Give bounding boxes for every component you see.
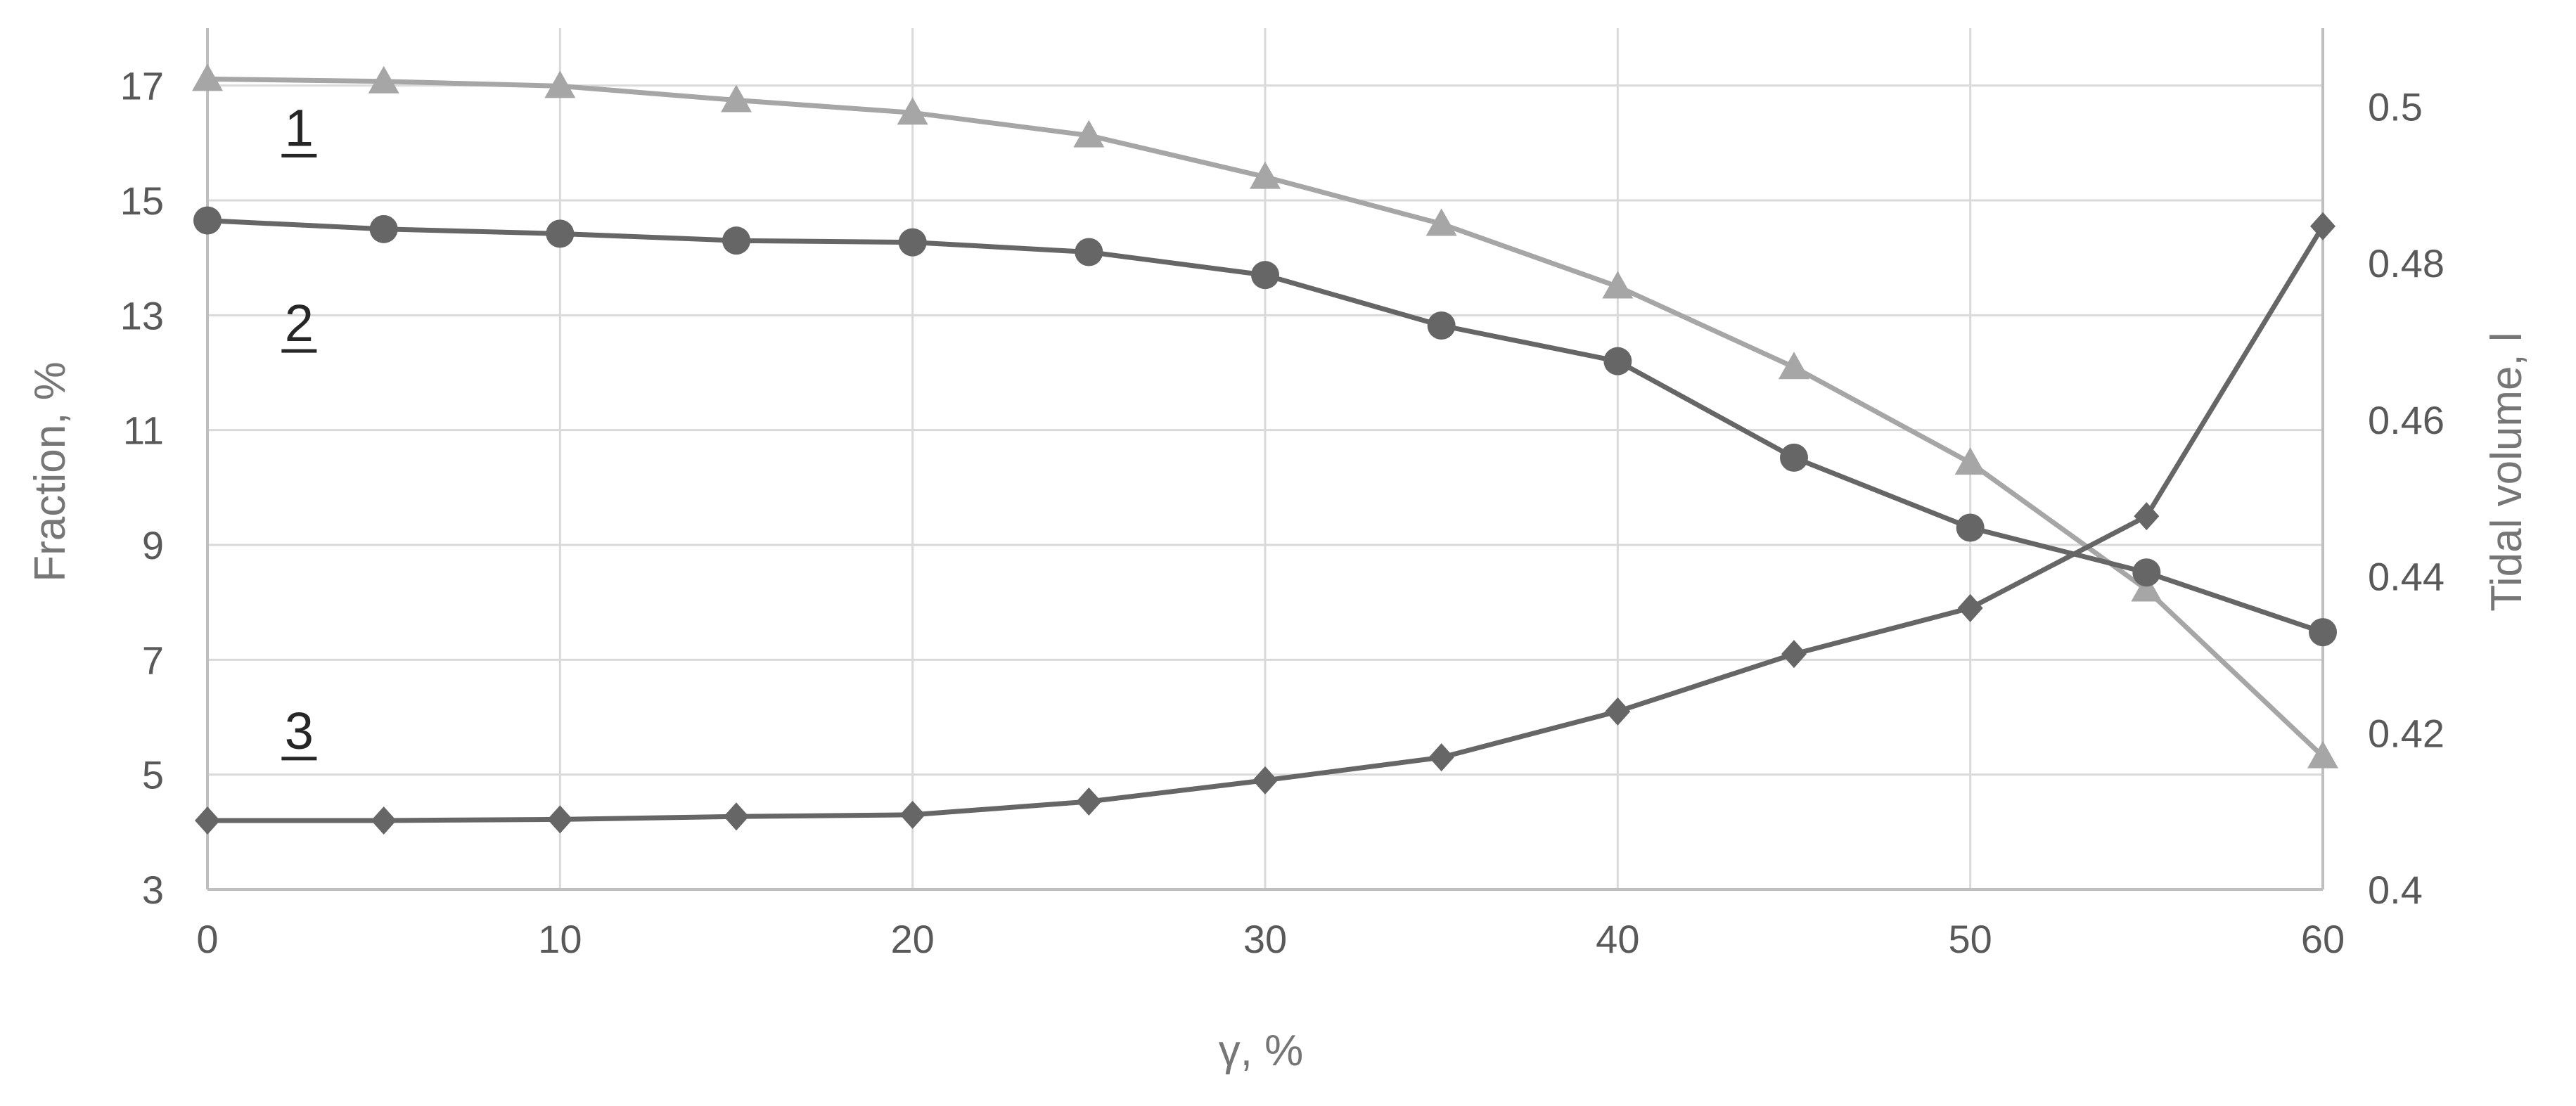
curve-label-1: 1 <box>285 98 314 157</box>
x-tick-label: 20 <box>891 917 935 961</box>
series-point <box>546 219 575 248</box>
series-point <box>1075 238 1103 266</box>
left-tick-label: 15 <box>120 179 164 223</box>
series-point <box>1251 261 1279 290</box>
right-tick-label: 0.42 <box>2368 711 2444 755</box>
series-point <box>369 214 398 243</box>
left-tick-label: 17 <box>120 64 164 108</box>
series-point <box>1779 352 1809 380</box>
x-axis-title: γ, % <box>1219 1027 1304 1075</box>
x-tick-label: 40 <box>1596 917 1639 961</box>
series-point <box>2310 212 2335 240</box>
x-tick-label: 10 <box>538 917 582 961</box>
series-point <box>2132 558 2161 587</box>
series-point <box>1250 161 1281 189</box>
series-point <box>193 206 222 235</box>
grid-layer <box>206 28 2324 891</box>
series-point <box>1781 640 1807 669</box>
series-point <box>1602 271 1634 299</box>
series-point <box>371 806 397 835</box>
left-tick-label: 11 <box>123 409 164 453</box>
x-tick-label: 0 <box>196 917 218 961</box>
series-point <box>1427 311 1456 340</box>
series-point <box>195 806 220 835</box>
series-point <box>1780 443 1808 472</box>
series-point <box>898 228 927 257</box>
series-point <box>722 226 750 255</box>
right-tick-label: 0.48 <box>2368 241 2444 285</box>
series-point <box>1076 787 1102 816</box>
right-axis-title: Tidal volume, l <box>2482 332 2531 611</box>
left-tick-label: 5 <box>142 753 164 797</box>
x-tick-label: 60 <box>2301 917 2345 961</box>
left-tick-label: 13 <box>120 293 164 337</box>
tick-label-layer: 0 10 20 30 40 50 603579111315170.40.420.440.46… <box>120 64 2444 961</box>
left-tick-label: 3 <box>142 868 164 912</box>
right-tick-label: 0.4 <box>2368 868 2423 912</box>
x-tick-label: 50 <box>1949 917 1992 961</box>
left-tick-label: 9 <box>142 523 164 567</box>
series-point <box>1954 447 1986 475</box>
series-point <box>1252 766 1278 795</box>
series-point <box>1956 513 1985 542</box>
series-point <box>721 84 752 112</box>
series-point <box>1957 593 1983 622</box>
left-tick-label: 7 <box>142 638 164 682</box>
curve-label-3: 3 <box>285 702 314 760</box>
series-point <box>2134 502 2160 531</box>
right-tick-label: 0.44 <box>2368 555 2444 599</box>
series-point <box>1425 208 1457 236</box>
series-layer <box>192 63 2338 835</box>
series-point <box>2131 574 2162 602</box>
series-point <box>2309 618 2337 647</box>
series-point <box>547 805 573 834</box>
series-1 <box>192 63 2338 769</box>
series-point <box>1428 743 1454 772</box>
curve-label-2: 2 <box>285 294 314 352</box>
series-point <box>2307 740 2338 769</box>
series-point <box>899 800 925 829</box>
x-tick-label: 30 <box>1243 917 1287 961</box>
series-point <box>897 97 928 125</box>
series-point <box>724 802 749 831</box>
right-tick-label: 0.5 <box>2368 84 2423 129</box>
series-point <box>192 63 223 91</box>
series-2 <box>193 206 2337 647</box>
series-point <box>368 65 399 94</box>
series-point <box>1603 347 1632 375</box>
series-point <box>1605 697 1631 726</box>
series-3 <box>195 212 2335 835</box>
left-axis-title: Fraction, % <box>26 361 75 582</box>
series-point <box>544 70 576 98</box>
curve-label-layer: 1 2 3 <box>281 98 317 761</box>
right-tick-label: 0.46 <box>2368 398 2444 442</box>
series-point <box>1073 120 1105 148</box>
